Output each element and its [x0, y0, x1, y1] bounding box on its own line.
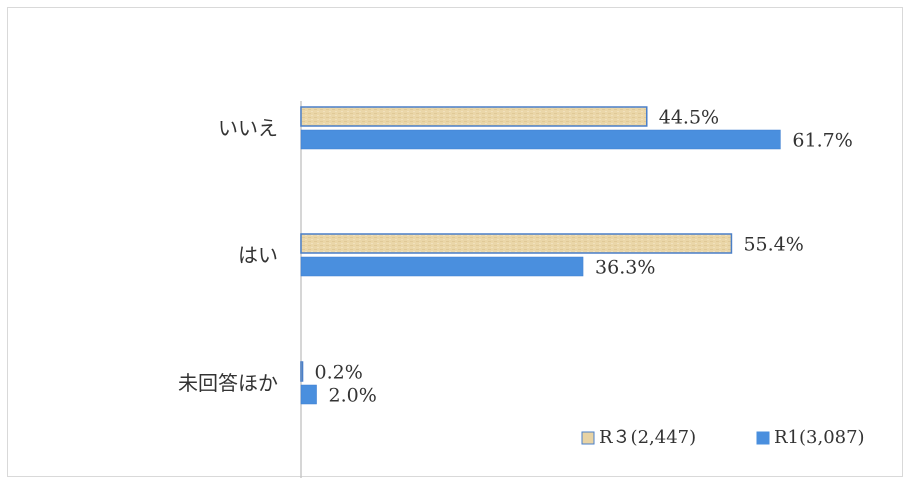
- data-label: 55.4%: [743, 234, 803, 256]
- bar-r3-0: [300, 106, 648, 127]
- category-label: 未回答ほか: [178, 371, 278, 395]
- legend-swatch-r1: [756, 431, 770, 445]
- category-label: はい: [238, 243, 278, 267]
- bar-chart: 44.5%61.7%55.4%36.3%0.2%2.0% いいえはい未回答ほか …: [178, 101, 865, 478]
- legend-swatch-r3: [581, 431, 595, 445]
- data-label: 0.2%: [315, 362, 363, 384]
- bar-r1-0: [300, 129, 781, 150]
- legend-label-r3: R３(2,447): [599, 427, 696, 448]
- data-label: 2.0%: [329, 385, 377, 407]
- category-label: いいえ: [218, 116, 278, 140]
- data-label: 61.7%: [792, 130, 852, 152]
- data-label: 36.3%: [595, 257, 655, 279]
- bar-r1-2: [300, 384, 317, 405]
- bar-r1-1: [300, 256, 584, 277]
- data-label: 44.5%: [659, 107, 719, 129]
- bar-r3-1: [300, 233, 733, 254]
- legend-label-r1: R1(3,087): [774, 427, 865, 448]
- bar-r3-2: [300, 361, 304, 382]
- chart-frame: 44.5% 61.7% 55.4% 36.3% 0.2% 2.0% いいえ はい 未回答ほか …: [7, 7, 903, 478]
